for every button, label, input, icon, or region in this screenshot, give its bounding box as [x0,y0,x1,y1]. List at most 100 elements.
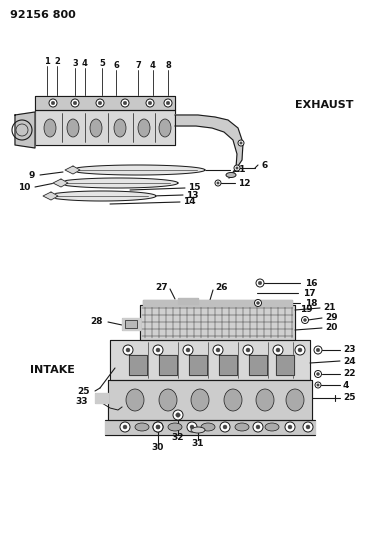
Circle shape [173,410,183,420]
Circle shape [216,348,220,352]
Text: 25: 25 [343,393,355,402]
Circle shape [71,99,79,107]
Polygon shape [53,179,68,187]
Circle shape [183,345,193,355]
Ellipse shape [286,389,304,411]
Circle shape [98,101,102,105]
Circle shape [316,348,320,352]
Ellipse shape [126,389,144,411]
Text: 1: 1 [44,56,50,66]
Circle shape [238,140,244,146]
Circle shape [73,101,77,105]
Ellipse shape [168,423,182,431]
Text: 6: 6 [113,61,119,69]
Text: 10: 10 [18,182,30,191]
Ellipse shape [265,423,279,431]
Text: 9: 9 [29,171,35,180]
Circle shape [243,345,253,355]
Circle shape [123,345,133,355]
Circle shape [213,345,223,355]
Polygon shape [95,393,108,403]
Circle shape [156,425,160,429]
Polygon shape [276,355,294,375]
Polygon shape [122,318,140,330]
Circle shape [164,99,172,107]
Text: 22: 22 [343,369,355,378]
Circle shape [298,348,302,352]
Circle shape [176,413,180,417]
Text: 23: 23 [343,345,355,354]
Polygon shape [219,355,237,375]
Text: 31: 31 [192,439,204,448]
Circle shape [303,422,313,432]
Circle shape [240,142,242,144]
Polygon shape [65,166,80,174]
Polygon shape [105,420,315,435]
Text: 32: 32 [172,433,184,442]
Ellipse shape [235,423,249,431]
Circle shape [156,348,160,352]
Circle shape [223,425,227,429]
Ellipse shape [135,423,149,431]
Polygon shape [178,298,198,304]
Polygon shape [35,110,175,145]
Circle shape [301,317,308,324]
Circle shape [121,99,129,107]
Text: INTAKE: INTAKE [29,365,74,375]
Circle shape [166,101,170,105]
Text: 8: 8 [165,61,171,69]
Text: 20: 20 [325,324,337,333]
Circle shape [288,425,292,429]
Text: 6: 6 [261,160,267,169]
Circle shape [186,348,190,352]
Text: 11: 11 [233,166,246,174]
Circle shape [295,345,305,355]
Circle shape [187,422,197,432]
Polygon shape [108,380,312,420]
Text: 24: 24 [343,357,356,366]
Polygon shape [35,96,175,110]
Ellipse shape [90,119,102,137]
Circle shape [258,281,262,285]
Circle shape [153,422,163,432]
Circle shape [153,345,163,355]
Circle shape [317,384,319,386]
Text: 15: 15 [188,183,200,192]
Text: 33: 33 [75,397,88,406]
Ellipse shape [191,389,209,411]
Circle shape [148,101,152,105]
Text: 18: 18 [305,298,318,308]
Circle shape [49,99,57,107]
Ellipse shape [114,119,126,137]
Circle shape [234,165,240,171]
Circle shape [246,348,250,352]
Circle shape [316,373,319,376]
Polygon shape [159,355,177,375]
Circle shape [303,319,306,321]
Polygon shape [43,192,58,200]
Ellipse shape [226,173,236,177]
Circle shape [123,101,127,105]
Ellipse shape [191,427,205,433]
Circle shape [153,422,163,432]
Text: 13: 13 [186,190,198,199]
Polygon shape [58,178,178,188]
Text: 21: 21 [323,303,336,312]
Polygon shape [249,355,267,375]
Text: 2: 2 [54,56,60,66]
Polygon shape [48,191,156,201]
Polygon shape [70,165,205,175]
Circle shape [123,425,127,429]
Circle shape [285,422,295,432]
Text: 16: 16 [305,279,318,287]
Circle shape [273,345,283,355]
Ellipse shape [224,389,242,411]
Text: 5: 5 [99,59,105,68]
Polygon shape [129,355,147,375]
Circle shape [254,300,262,306]
Circle shape [217,182,219,184]
Text: 26: 26 [215,284,228,293]
Polygon shape [15,112,35,148]
Circle shape [306,425,310,429]
Text: 14: 14 [183,198,196,206]
